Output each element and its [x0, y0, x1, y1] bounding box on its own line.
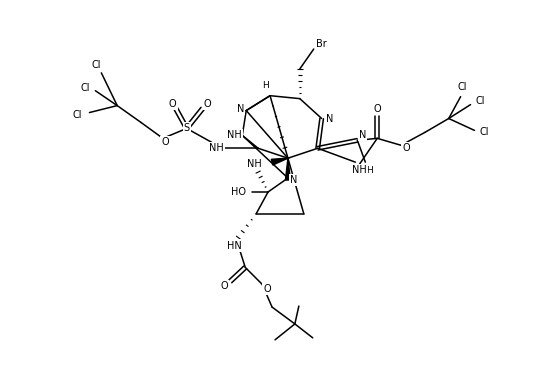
Text: N: N [326, 114, 333, 124]
Text: O: O [374, 104, 381, 114]
Polygon shape [285, 158, 290, 180]
Text: H: H [262, 81, 269, 90]
Text: NH: NH [209, 143, 224, 153]
Text: Cl: Cl [92, 60, 101, 70]
Polygon shape [271, 158, 288, 165]
Text: HO: HO [231, 187, 246, 197]
Text: Cl: Cl [458, 82, 468, 92]
Text: O: O [203, 99, 211, 108]
Text: NH: NH [227, 130, 242, 140]
Text: Cl: Cl [81, 83, 90, 93]
Text: NH: NH [247, 159, 261, 169]
Text: Cl: Cl [73, 110, 82, 120]
Text: N: N [290, 175, 297, 185]
Text: O: O [264, 284, 271, 294]
Text: Br: Br [316, 39, 327, 49]
Text: NH: NH [352, 165, 367, 175]
Text: N: N [237, 104, 244, 114]
Text: Cl: Cl [480, 127, 489, 137]
Text: O: O [221, 281, 228, 291]
Text: O: O [169, 99, 177, 108]
Text: N: N [359, 130, 366, 140]
Text: S: S [183, 123, 190, 134]
Text: HN: HN [227, 241, 242, 251]
Text: Cl: Cl [476, 96, 485, 106]
Text: O: O [402, 143, 410, 153]
Text: H: H [366, 166, 373, 175]
Text: O: O [161, 137, 168, 147]
